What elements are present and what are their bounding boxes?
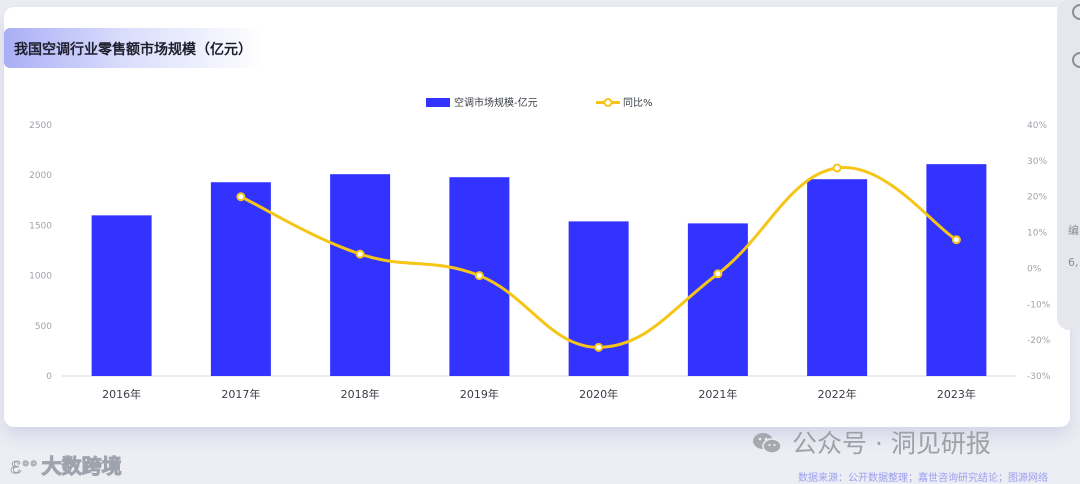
bar (807, 179, 868, 376)
bar (91, 215, 152, 376)
bar (926, 164, 987, 376)
y-right-tick-label: 30% (1027, 157, 1047, 167)
bar (210, 182, 271, 376)
x-tick-label: 2023年 (937, 387, 976, 401)
line-point (594, 342, 604, 352)
y-right-tick-label: 10% (1027, 229, 1047, 239)
bar (330, 174, 391, 376)
bar (687, 223, 748, 376)
y-right-tick-label: -30% (1027, 372, 1051, 382)
legend-line-marker (603, 98, 613, 107)
watermark-right-text: 公众号 · 洞见研报 (792, 429, 991, 458)
x-tick-label: 2022年 (818, 387, 857, 401)
line-point (832, 163, 842, 173)
line-point (951, 235, 961, 245)
line-point (713, 269, 723, 279)
y-right-tick-label: 40% (1027, 121, 1047, 131)
x-tick-label: 2016年 (102, 387, 141, 401)
x-tick-label: 2020年 (579, 387, 618, 401)
y-right-tick-label: 20% (1027, 193, 1047, 203)
y-left-tick-label: 1000 (29, 272, 52, 282)
x-tick-label: 2018年 (341, 387, 380, 401)
watermark-right: 公众号 · 洞见研报 (752, 424, 991, 460)
side-text-2: 6, (1068, 256, 1079, 269)
bar (568, 221, 629, 376)
y-left-tick-label: 2000 (29, 171, 52, 181)
line-point (355, 249, 365, 259)
watermark-left: ℰ°° 大数跨境 (10, 450, 123, 479)
y-left-tick-label: 500 (35, 322, 52, 332)
brand-logo-icon: ℰ°° (10, 458, 39, 478)
y-left-tick-label: 0 (46, 372, 52, 382)
legend-label-line: 同比% (623, 97, 653, 109)
side-circle-icon[interactable] (1072, 4, 1080, 20)
source-note: 数据来源：公开数据整理；嘉世咨询研究结论；图源网络 (798, 473, 1048, 484)
x-tick-label: 2019年 (460, 387, 499, 401)
watermark-left-text: 大数跨境 (41, 454, 122, 479)
y-right-tick-label: -20% (1027, 336, 1051, 346)
side-text-1: 编 (1068, 224, 1079, 237)
chart-card (4, 7, 1070, 427)
y-right-tick-label: 0% (1027, 264, 1042, 274)
wechat-icon (753, 433, 782, 454)
legend-bar-swatch (426, 98, 450, 107)
line-point (236, 192, 246, 202)
side-panel (1057, 0, 1080, 330)
line-point (474, 271, 484, 281)
legend-label-bar: 空调市场规模-亿元 (454, 96, 538, 109)
y-left-tick-label: 1500 (29, 221, 52, 231)
y-left-tick-label: 2500 (29, 121, 52, 131)
y-right-tick-label: -10% (1027, 300, 1051, 310)
side-clock-icon[interactable] (1072, 52, 1080, 68)
x-tick-label: 2017年 (221, 387, 260, 401)
title-bar (4, 28, 264, 68)
chart-title: 我国空调行业零售额市场规模（亿元） (14, 42, 252, 58)
x-tick-label: 2021年 (698, 387, 737, 401)
